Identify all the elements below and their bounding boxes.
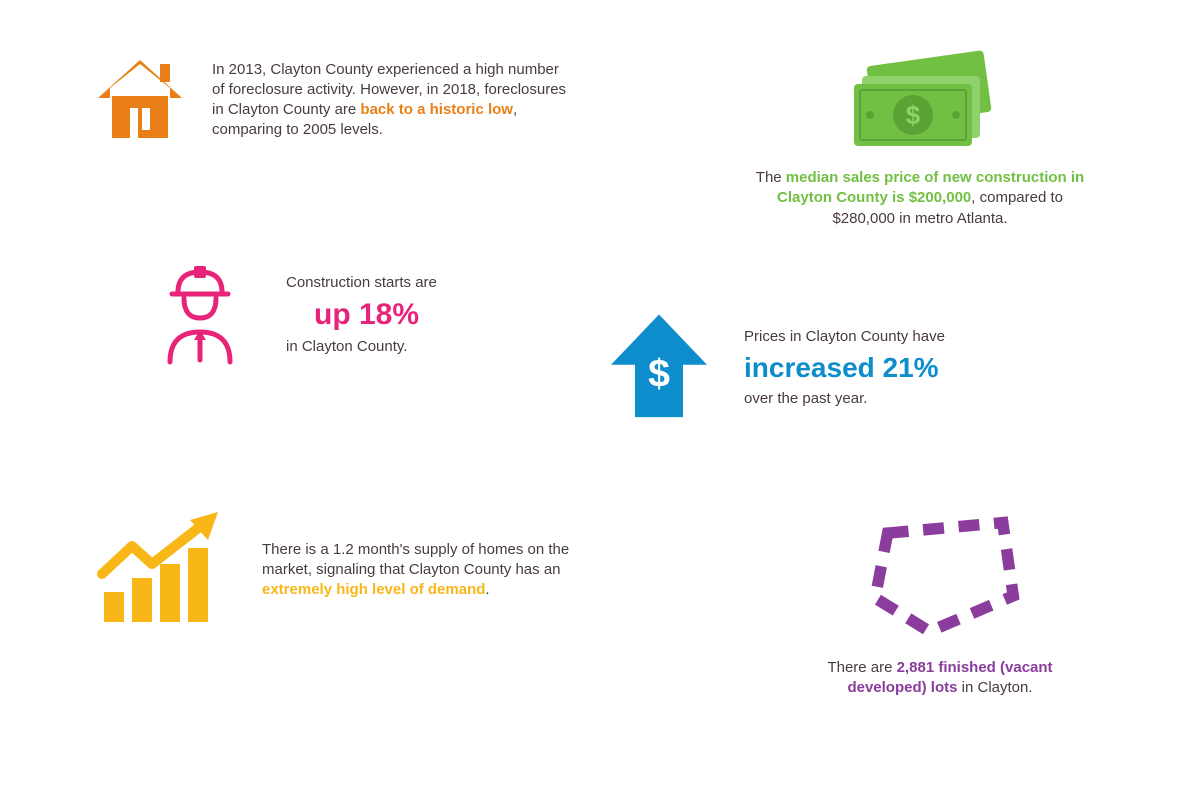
construction-text: Construction starts are up 18% in Clayto… bbox=[286, 273, 437, 358]
worker-icon bbox=[150, 260, 260, 370]
dollar-arrow-icon: $ bbox=[604, 308, 724, 428]
supply-pre: There is a 1.2 month's supply of homes o… bbox=[262, 541, 569, 578]
stat-supply: There is a 1.2 month's supply of homes o… bbox=[94, 510, 624, 630]
supply-highlight: extremely high level of demand bbox=[262, 581, 485, 598]
prices-line2: over the past year. bbox=[744, 389, 945, 409]
prices-line1: Prices in Clayton County have bbox=[744, 327, 945, 347]
stat-prices-up: $ Prices in Clayton County have increase… bbox=[604, 308, 1084, 428]
construction-line2: in Clayton County. bbox=[286, 337, 437, 357]
stat-lots: There are 2,881 finished (vacant develop… bbox=[780, 508, 1100, 699]
lots-text: There are 2,881 finished (vacant develop… bbox=[790, 658, 1090, 699]
foreclosure-text: In 2013, Clayton County experienced a hi… bbox=[212, 60, 572, 141]
stat-median-price: $ The median sales price of new construc… bbox=[740, 48, 1100, 229]
foreclosure-highlight: back to a historic low bbox=[360, 101, 513, 118]
lots-post: in Clayton. bbox=[957, 679, 1032, 696]
stat-foreclosure: In 2013, Clayton County experienced a hi… bbox=[90, 50, 610, 150]
supply-text: There is a 1.2 month's supply of homes o… bbox=[262, 540, 582, 601]
money-icon: $ bbox=[840, 48, 1000, 158]
growth-chart-icon bbox=[94, 510, 234, 630]
svg-text:$: $ bbox=[648, 352, 670, 396]
median-pre: The bbox=[756, 169, 786, 186]
dashed-lot-icon bbox=[855, 508, 1025, 644]
stat-construction: Construction starts are up 18% in Clayto… bbox=[150, 260, 570, 370]
prices-text: Prices in Clayton County have increased … bbox=[744, 327, 945, 409]
median-price-text: The median sales price of new constructi… bbox=[750, 168, 1090, 229]
svg-text:$: $ bbox=[906, 100, 921, 130]
construction-stat: up 18% bbox=[314, 295, 437, 336]
house-icon bbox=[90, 50, 190, 150]
supply-post: . bbox=[485, 581, 489, 598]
construction-line1: Construction starts are bbox=[286, 273, 437, 293]
prices-stat: increased 21% bbox=[744, 349, 945, 387]
lots-pre: There are bbox=[827, 659, 896, 676]
